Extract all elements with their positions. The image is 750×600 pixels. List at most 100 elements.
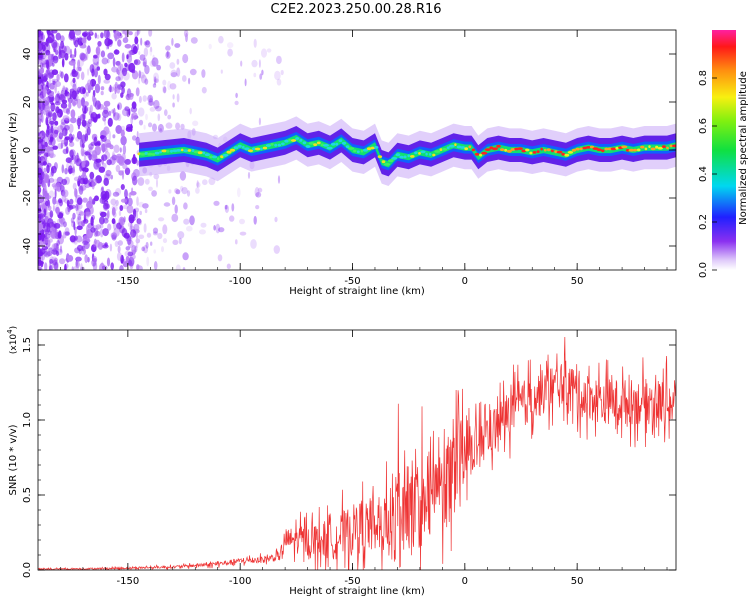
noise-speckle (107, 41, 110, 50)
noise-speckle (157, 232, 163, 240)
noise-speckle (128, 31, 133, 36)
ridge-peak (529, 151, 533, 155)
noise-speckle (177, 231, 185, 239)
noise-speckle (82, 87, 86, 94)
noise-speckle (176, 67, 181, 77)
noise-speckle (144, 40, 151, 48)
noise-speckle (63, 45, 71, 56)
noise-speckle (42, 44, 46, 52)
noise-speckle (100, 211, 107, 218)
noise-speckle (65, 157, 72, 164)
ridge-peak (403, 155, 407, 159)
noise-speckle (125, 235, 132, 242)
ridge-peak (414, 151, 418, 155)
noise-speckle (247, 171, 251, 179)
x-tick-label: -50 (344, 576, 360, 587)
noise-speckle (64, 176, 70, 185)
noise-speckle (48, 238, 53, 243)
noise-speckle (71, 90, 77, 100)
noise-speckle (46, 251, 53, 257)
noise-speckle (186, 225, 193, 232)
noise-speckle (51, 125, 54, 134)
noise-speckle (79, 114, 86, 121)
ridge-peak (254, 147, 261, 151)
noise-speckle (135, 232, 138, 239)
noise-speckle (76, 130, 83, 140)
y-tick-label: 40 (22, 48, 33, 61)
noise-speckle (86, 35, 92, 41)
noise-speckle (38, 88, 41, 94)
noise-speckle (132, 175, 138, 186)
noise-speckle (64, 168, 68, 175)
ridge-peak (540, 147, 543, 151)
noise-speckle (128, 108, 131, 116)
noise-speckle (151, 57, 159, 67)
noise-speckle (93, 136, 98, 147)
noise-speckle (120, 198, 127, 203)
noise-speckle (53, 162, 58, 170)
noise-speckle (68, 141, 75, 147)
noise-speckle (70, 117, 77, 124)
noise-speckle (45, 145, 51, 153)
noise-speckle (87, 45, 91, 54)
ridge-peak (265, 144, 272, 147)
ridge-peak (147, 152, 153, 156)
noise-speckle (118, 210, 122, 217)
ridge-peak (338, 139, 343, 143)
noise-speckle (41, 240, 46, 249)
ridge-peak (644, 147, 648, 151)
noise-speckle (251, 59, 258, 68)
noise-speckle (168, 189, 172, 194)
noise-speckle (95, 175, 102, 184)
x-axis-label: Height of straight line (km) (289, 286, 425, 297)
ridge-peak (551, 149, 554, 153)
noise-speckle (109, 84, 112, 93)
noise-speckle (115, 164, 121, 173)
noise-speckle (61, 99, 68, 104)
noise-speckle (54, 120, 59, 126)
noise-speckle (89, 171, 95, 180)
noise-speckle (101, 195, 106, 204)
noise-speckle (52, 80, 56, 85)
noise-speckle (127, 197, 133, 207)
noise-speckle (112, 153, 115, 163)
noise-speckle (40, 240, 43, 248)
noise-speckle (92, 261, 98, 270)
noise-speckle (234, 100, 239, 106)
ridge-peak (471, 148, 476, 152)
noise-speckle (38, 43, 43, 52)
noise-speckle (56, 250, 59, 257)
noise-speckle (113, 30, 121, 40)
noise-speckle (163, 86, 167, 94)
noise-speckle (84, 180, 91, 188)
noise-speckle (116, 83, 121, 90)
noise-speckle (130, 123, 133, 132)
noise-speckle (96, 161, 102, 168)
noise-speckle (120, 135, 127, 146)
colorbar-tick-label: 0.8 (698, 70, 709, 86)
noise-speckle (38, 223, 43, 230)
noise-speckle (43, 250, 51, 258)
noise-speckle (49, 120, 55, 125)
noise-speckle (95, 230, 101, 237)
noise-speckle (69, 90, 73, 100)
noise-speckle (74, 30, 82, 36)
noise-speckle (179, 171, 187, 181)
noise-speckle (38, 58, 44, 64)
noise-speckle (61, 58, 65, 68)
noise-speckle (38, 213, 41, 224)
noise-speckle (124, 106, 130, 112)
noise-speckle (111, 151, 116, 161)
noise-speckle (280, 69, 284, 76)
noise-speckle (152, 231, 158, 236)
noise-speckle (113, 107, 116, 117)
ridge-peak (561, 152, 566, 156)
noise-speckle (54, 188, 57, 199)
ridge-peak (504, 148, 508, 152)
noise-speckle (113, 227, 120, 237)
noise-speckle (46, 162, 52, 168)
noise-speckle (38, 175, 43, 185)
noise-speckle (110, 198, 117, 206)
noise-speckle (253, 38, 257, 48)
noise-speckle (139, 54, 146, 61)
